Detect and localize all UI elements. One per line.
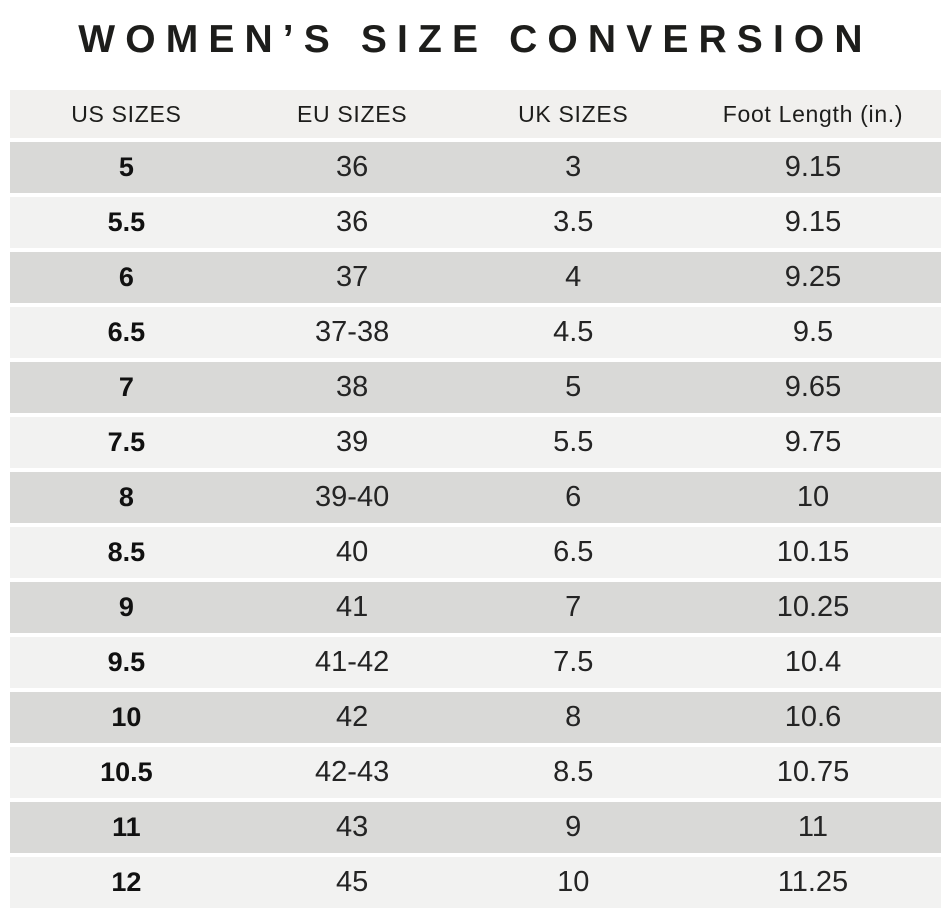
size-table-body: 5 36 3 9.15 5.5 36 3.5 9.15 6 37 4 9.25 …: [10, 142, 941, 908]
eu-size-cell: 36: [242, 142, 462, 193]
uk-size-cell: 4.5: [461, 307, 685, 358]
uk-size-cell: 3.5: [461, 197, 685, 248]
us-size-cell: 7: [10, 362, 243, 413]
table-row: 6.5 37-38 4.5 9.5: [10, 307, 941, 358]
size-conversion-table: US SIZES EU SIZES UK SIZES Foot Length (…: [10, 86, 941, 912]
uk-size-cell: 6: [461, 472, 685, 523]
us-size-cell: 8: [10, 472, 243, 523]
eu-size-cell: 41-42: [242, 637, 462, 688]
eu-size-cell: 45: [242, 857, 462, 908]
table-row: 7 38 5 9.65: [10, 362, 941, 413]
uk-size-cell: 7.5: [461, 637, 685, 688]
column-header-foot-length: Foot Length (in.): [684, 90, 941, 138]
foot-length-cell: 10.15: [684, 527, 941, 578]
column-header-us-sizes: US SIZES: [10, 90, 243, 138]
foot-length-cell: 10.75: [684, 747, 941, 798]
eu-size-cell: 42: [242, 692, 462, 743]
us-size-cell: 6.5: [10, 307, 243, 358]
table-header: US SIZES EU SIZES UK SIZES Foot Length (…: [10, 90, 941, 138]
us-size-cell: 8.5: [10, 527, 243, 578]
uk-size-cell: 6.5: [461, 527, 685, 578]
eu-size-cell: 42-43: [242, 747, 462, 798]
table-row: 5 36 3 9.15: [10, 142, 941, 193]
table-row: 8 39-40 6 10: [10, 472, 941, 523]
us-size-cell: 10: [10, 692, 243, 743]
eu-size-cell: 39-40: [242, 472, 462, 523]
foot-length-cell: 10.4: [684, 637, 941, 688]
uk-size-cell: 3: [461, 142, 685, 193]
table-row: 5.5 36 3.5 9.15: [10, 197, 941, 248]
us-size-cell: 5: [10, 142, 243, 193]
table-row: 9 41 7 10.25: [10, 582, 941, 633]
uk-size-cell: 9: [461, 802, 685, 853]
foot-length-cell: 9.15: [684, 142, 941, 193]
column-header-uk-sizes: UK SIZES: [461, 90, 685, 138]
uk-size-cell: 7: [461, 582, 685, 633]
uk-size-cell: 4: [461, 252, 685, 303]
eu-size-cell: 36: [242, 197, 462, 248]
table-row: 9.5 41-42 7.5 10.4: [10, 637, 941, 688]
eu-size-cell: 41: [242, 582, 462, 633]
uk-size-cell: 8: [461, 692, 685, 743]
foot-length-cell: 10: [684, 472, 941, 523]
foot-length-cell: 11.25: [684, 857, 941, 908]
eu-size-cell: 37-38: [242, 307, 462, 358]
table-row: 8.5 40 6.5 10.15: [10, 527, 941, 578]
us-size-cell: 11: [10, 802, 243, 853]
foot-length-cell: 10.6: [684, 692, 941, 743]
table-row: 7.5 39 5.5 9.75: [10, 417, 941, 468]
eu-size-cell: 40: [242, 527, 462, 578]
table-row: 11 43 9 11: [10, 802, 941, 853]
table-row: 10.5 42-43 8.5 10.75: [10, 747, 941, 798]
table-row: 12 45 10 11.25: [10, 857, 941, 908]
foot-length-cell: 9.25: [684, 252, 941, 303]
column-header-eu-sizes: EU SIZES: [242, 90, 462, 138]
foot-length-cell: 10.25: [684, 582, 941, 633]
us-size-cell: 7.5: [10, 417, 243, 468]
us-size-cell: 9: [10, 582, 243, 633]
eu-size-cell: 39: [242, 417, 462, 468]
us-size-cell: 12: [10, 857, 243, 908]
page-title: WOMEN’S SIZE CONVERSION: [78, 18, 873, 61]
us-size-cell: 10.5: [10, 747, 243, 798]
uk-size-cell: 8.5: [461, 747, 685, 798]
table-row: 10 42 8 10.6: [10, 692, 941, 743]
foot-length-cell: 9.5: [684, 307, 941, 358]
us-size-cell: 5.5: [10, 197, 243, 248]
foot-length-cell: 9.15: [684, 197, 941, 248]
us-size-cell: 9.5: [10, 637, 243, 688]
us-size-cell: 6: [10, 252, 243, 303]
table-row: 6 37 4 9.25: [10, 252, 941, 303]
uk-size-cell: 10: [461, 857, 685, 908]
uk-size-cell: 5: [461, 362, 685, 413]
foot-length-cell: 11: [684, 802, 941, 853]
eu-size-cell: 43: [242, 802, 462, 853]
foot-length-cell: 9.65: [684, 362, 941, 413]
table-header-row: US SIZES EU SIZES UK SIZES Foot Length (…: [10, 90, 941, 138]
foot-length-cell: 9.75: [684, 417, 941, 468]
eu-size-cell: 38: [242, 362, 462, 413]
eu-size-cell: 37: [242, 252, 462, 303]
uk-size-cell: 5.5: [461, 417, 685, 468]
